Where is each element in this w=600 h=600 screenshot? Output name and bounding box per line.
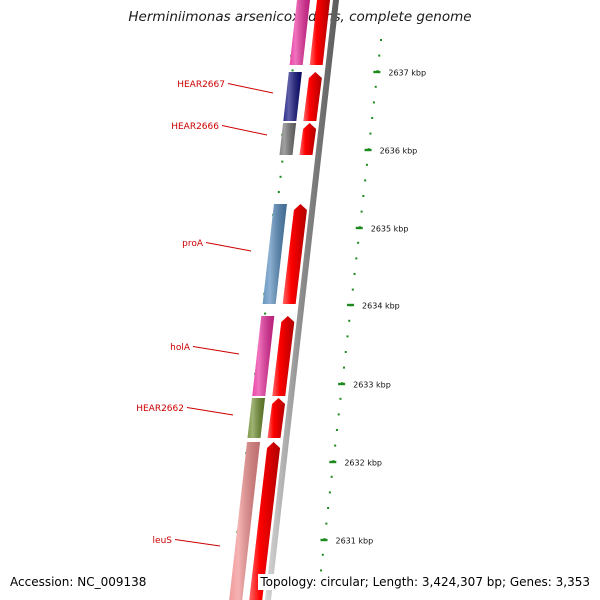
scale-tick-label: 2632 kbp: [344, 459, 382, 468]
strand-arrow: [272, 316, 295, 396]
gene-label: holA: [170, 343, 191, 353]
gene-labels: HEAR2667 HEAR2666 proA holA HEAR2662 leuS: [136, 80, 274, 547]
scale-dot: [378, 54, 381, 57]
scale-dot: [344, 351, 347, 353]
scale-major-tick: [355, 226, 363, 230]
strand-arrow: [309, 0, 330, 65]
scale-tick-label: 2635 kbp: [371, 225, 409, 234]
scale-dot: [327, 507, 330, 509]
scale-tick-label: 2631 kbp: [336, 537, 374, 546]
label-leader-line: [227, 83, 274, 94]
scale-dot: [372, 101, 375, 104]
scale-dot: [337, 413, 340, 416]
gene-bar-shading: [247, 398, 266, 438]
scale-dot: [374, 85, 377, 88]
gene-label: HEAR2666: [171, 122, 219, 132]
scale-dot: [321, 553, 324, 556]
gene-bar-shading: [283, 72, 302, 121]
scale-major-tick: [329, 460, 337, 464]
gene-bar-shading: [229, 442, 261, 600]
accession-label: Accession: NC_009138: [8, 574, 149, 590]
scale-dot: [346, 335, 349, 338]
scale-dot: [380, 39, 382, 41]
scale-dot: [334, 444, 337, 447]
gene-features: [229, 0, 330, 600]
gene-bar-shading: [279, 123, 297, 155]
scale-dot: [320, 569, 323, 572]
label-leader-line: [221, 125, 268, 136]
scale-dot: [348, 319, 351, 322]
label-leader-line: [174, 539, 221, 547]
gene-bar-shading: [252, 316, 275, 396]
scale-tick-label: 2637 kbp: [388, 69, 426, 78]
strand-arrow: [282, 204, 307, 304]
track-dot: [279, 175, 282, 178]
scale-dot: [328, 491, 331, 494]
track-dot: [277, 191, 280, 193]
strand-arrow: [267, 398, 286, 438]
scale-major-tick: [364, 148, 372, 152]
gene-bar-shading: [289, 0, 310, 65]
track-dot: [291, 69, 294, 72]
scale-dot: [339, 397, 342, 400]
scale-major-tick: [373, 70, 381, 74]
scale-dot: [369, 132, 372, 135]
dotted-scale-track: [318, 39, 382, 587]
scale-dot: [364, 179, 367, 182]
strand-arrow: [299, 123, 317, 155]
scale-dot: [371, 117, 374, 119]
gene-label: HEAR2662: [136, 404, 184, 414]
strand-arrow: [249, 442, 281, 600]
label-leader-line: [192, 346, 240, 355]
scale-major-tick: [320, 538, 328, 542]
scale-dot: [365, 163, 368, 166]
scale-labels: 2637 kbp 2636 kbp 2635 kbp 2634 kbp 2633 kbp…: [336, 69, 427, 546]
scale-tick-label: 2634 kbp: [362, 302, 400, 311]
strand-arrow: [303, 72, 322, 121]
scale-dot: [362, 195, 365, 197]
topology-label: Topology: circular; Length: 3,424,307 bp…: [258, 574, 592, 590]
gene-label: proA: [182, 239, 204, 249]
scale-dot: [335, 429, 338, 431]
scale-dot: [342, 366, 345, 369]
track-dot: [264, 312, 267, 315]
gene-bar-shading: [262, 204, 287, 304]
scale-dot: [360, 210, 363, 213]
gene-label: leuS: [153, 536, 173, 546]
label-leader-line: [205, 242, 252, 252]
label-leader-line: [186, 407, 234, 416]
gene-label: HEAR2667: [177, 80, 225, 90]
genome-backbone: [265, 0, 339, 600]
scale-dot: [330, 475, 333, 478]
scale-major-tick: [347, 303, 355, 307]
scale-dot: [353, 273, 356, 275]
scale-dot: [357, 241, 360, 244]
scale-tick-label: 2633 kbp: [353, 381, 391, 390]
track-dot: [281, 160, 284, 163]
scale-major-tick: [338, 382, 346, 386]
scale-tick-label: 2636 kbp: [380, 147, 418, 156]
scale-dot: [355, 257, 358, 260]
scale-dot: [351, 288, 354, 291]
scale-dot: [325, 522, 328, 525]
